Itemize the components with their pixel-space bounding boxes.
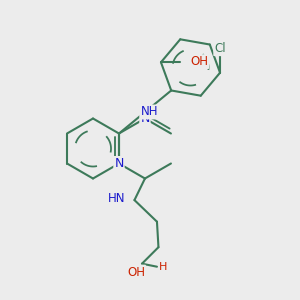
Text: N: N [140,112,150,125]
Text: N: N [114,157,124,170]
Text: HN: HN [108,192,125,205]
Text: OH: OH [190,55,208,68]
Text: OH: OH [127,266,145,279]
Text: NH: NH [141,106,158,118]
Text: H: H [159,262,168,272]
Text: Cl: Cl [214,42,226,55]
